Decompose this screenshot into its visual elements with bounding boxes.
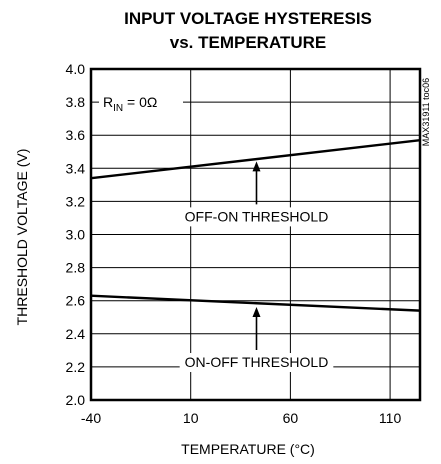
y-tick-label: 3.0 [66, 227, 86, 243]
annotations-layer: OFF-ON THRESHOLD ON-OFF THRESHOLD RIN = 0Ω [99, 91, 334, 373]
x-tick-labels: -40 10 60 110 [81, 410, 402, 426]
y-tick-label: 2.6 [66, 293, 86, 309]
x-tick-label: 110 [379, 410, 402, 426]
x-axis-label: TEMPERATURE (°C) [181, 441, 315, 457]
y-tick-label: 3.2 [66, 193, 86, 209]
y-tick-labels: 2.0 2.2 2.4 2.6 2.8 3.0 3.2 3.4 3.6 3.8 4.0 [66, 61, 86, 408]
condition-label: RIN = 0Ω [99, 91, 183, 114]
annotation-arrow-head [252, 307, 261, 318]
figure-id: MAX31911 toc06 [421, 78, 431, 146]
y-tick-label: 4.0 [66, 61, 86, 77]
x-tick-label: 60 [283, 410, 299, 426]
condition-label-bg [99, 91, 183, 114]
y-tick-label: 2.8 [66, 260, 86, 276]
plot-frame [89, 67, 422, 402]
y-tick-label: 2.2 [66, 359, 86, 375]
chart-title-line2: vs. TEMPERATURE [170, 33, 327, 52]
series-line-2 [90, 294, 421, 312]
series-annotation-2: ON-OFF THRESHOLD [185, 354, 329, 370]
x-tick-label: 10 [183, 410, 199, 426]
condition-label-text: RIN = 0Ω [103, 94, 157, 114]
chart-title-line1: INPUT VOLTAGE HYSTERESIS [124, 9, 372, 28]
series-annotation-1: OFF-ON THRESHOLD [185, 208, 329, 224]
y-tick-label: 3.6 [66, 127, 86, 143]
y-tick-label: 2.0 [66, 392, 86, 408]
y-tick-label: 2.4 [66, 326, 86, 342]
series-layer [90, 138, 421, 312]
y-axis-label: THRESHOLD VOLTAGE (V) [14, 149, 30, 326]
y-tick-label: 3.8 [66, 94, 86, 110]
annotation-bg [179, 207, 334, 227]
annotation-arrow-head [252, 161, 261, 172]
y-tick-label: 3.4 [66, 160, 86, 176]
series-line-1 [90, 138, 421, 180]
x-tick-label: -40 [81, 410, 101, 426]
grid [90, 68, 420, 401]
annotation-bg [179, 353, 334, 373]
